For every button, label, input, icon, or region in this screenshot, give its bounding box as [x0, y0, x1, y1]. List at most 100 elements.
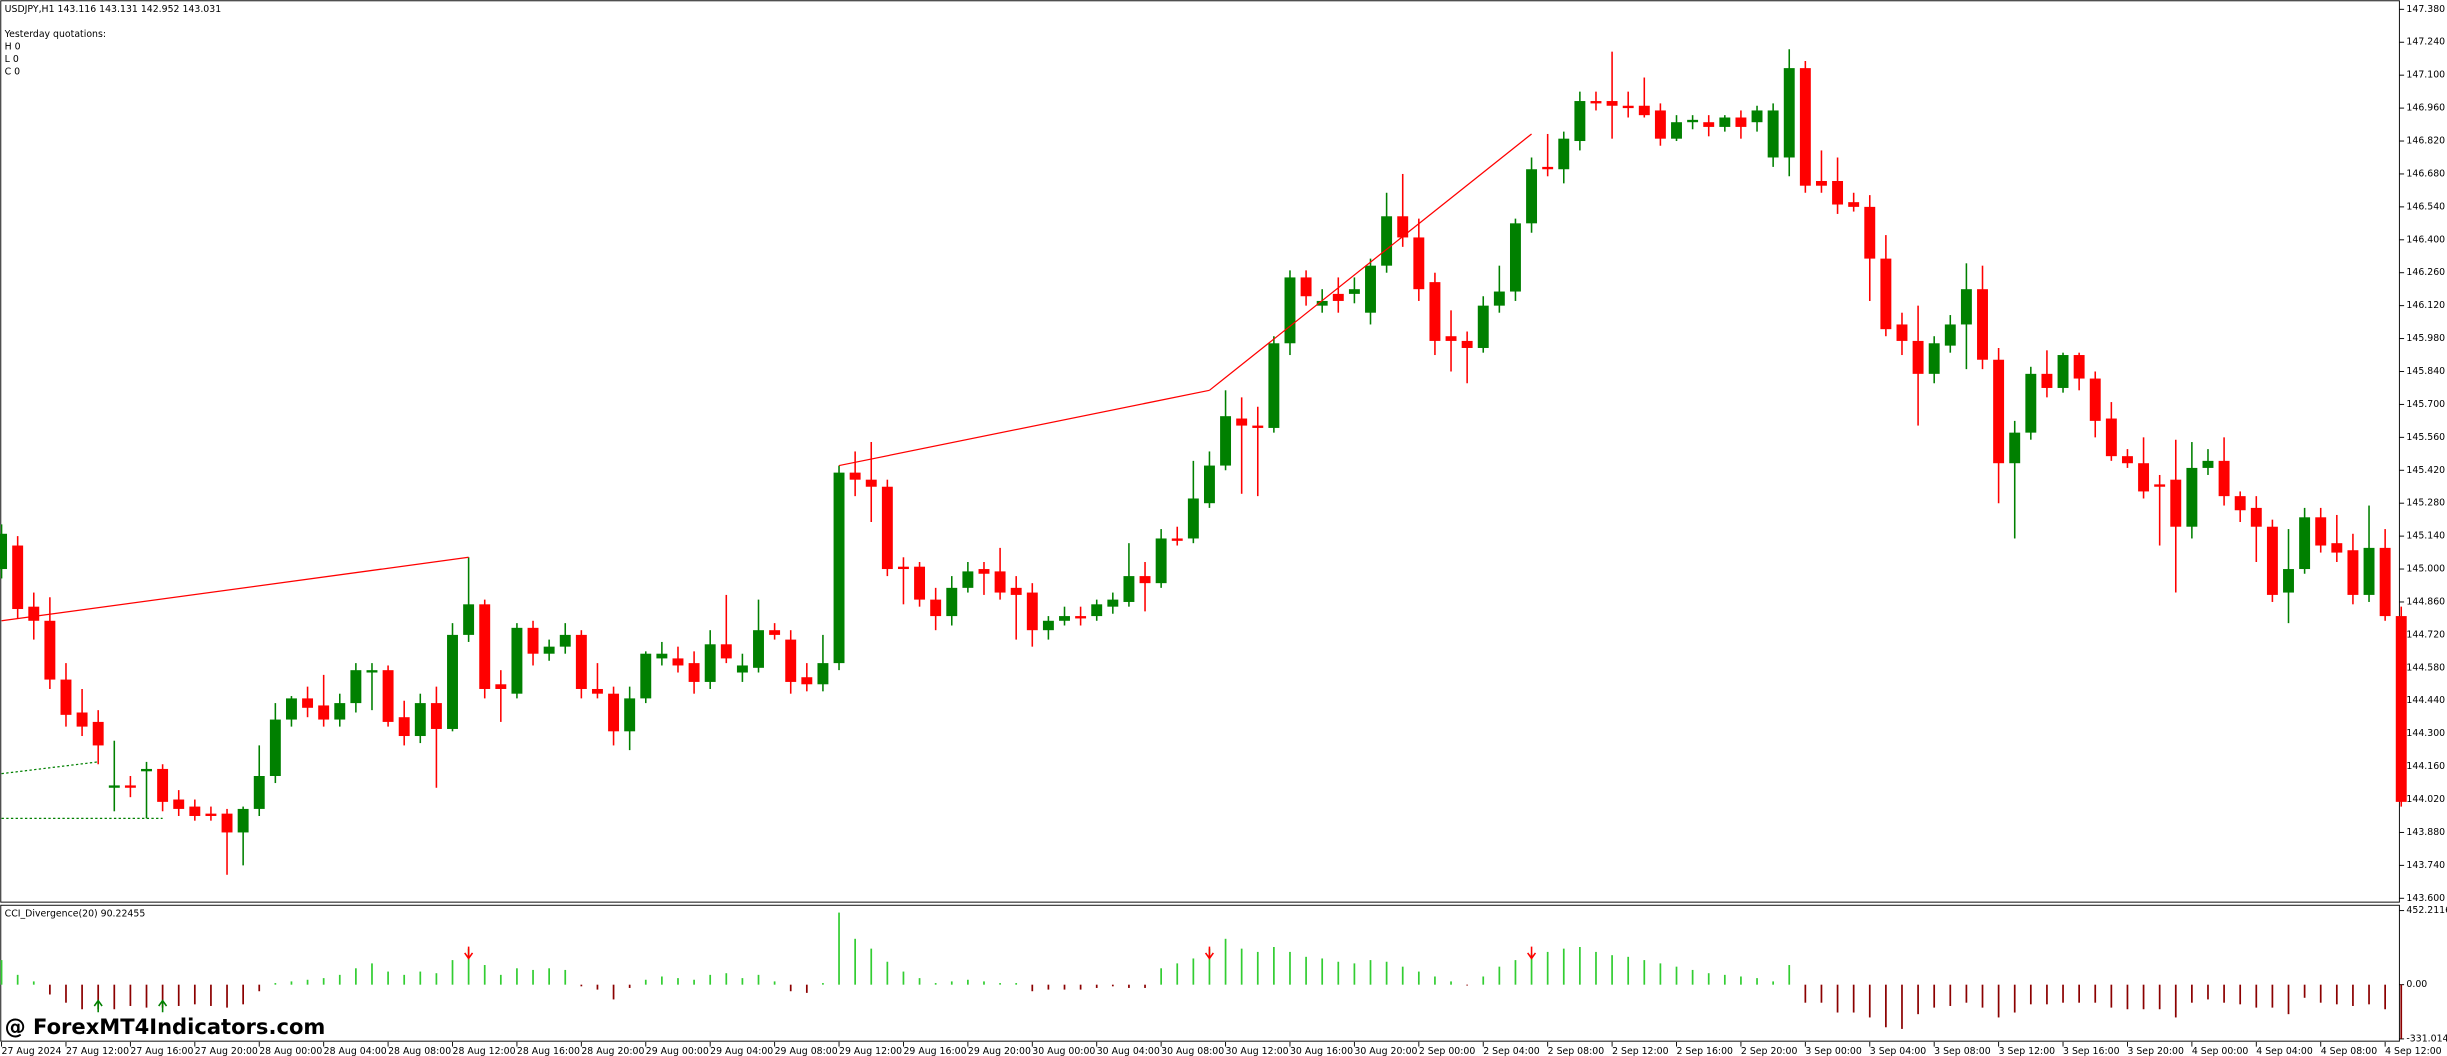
candle-body	[640, 653, 652, 699]
candle-body	[736, 665, 748, 673]
candle-body	[704, 644, 716, 682]
candle-body	[1059, 616, 1070, 621]
candle-body	[495, 684, 507, 689]
candle-body	[591, 688, 603, 694]
x-tick-label: 30 Aug 12:00	[1226, 1046, 1289, 1056]
candle-body	[430, 703, 442, 729]
x-tick-label: 3 Sep 20:00	[2127, 1046, 2184, 1056]
divergence-arrow	[1204, 946, 1214, 960]
x-tick-label: 28 Aug 16:00	[517, 1046, 580, 1056]
candle-body	[157, 768, 169, 802]
x-tick-label: 27 Aug 20:00	[195, 1046, 258, 1056]
trend-line	[1, 761, 99, 775]
x-tick-label: 4 Sep 08:00	[2321, 1046, 2378, 1056]
trend-line	[838, 389, 1210, 467]
y-tick-label: 145.420	[2406, 465, 2445, 476]
x-tick-label: 29 Aug 20:00	[968, 1046, 1031, 1056]
candle-body	[2170, 479, 2182, 527]
candle-body	[366, 670, 378, 673]
watermark: @ ForexMT4Indicators.com	[5, 1014, 326, 1039]
y-tick-label: 143.740	[2406, 860, 2445, 871]
candle-body	[1896, 324, 1908, 341]
x-tick-label: 4 Sep 04:00	[2256, 1046, 2313, 1056]
candle-body	[1203, 465, 1215, 504]
candle-body	[1365, 265, 1376, 313]
divergence-arrow	[158, 999, 168, 1013]
candle-body	[2057, 355, 2069, 388]
candle-body	[334, 703, 346, 720]
candle-body	[1010, 587, 1022, 595]
candle-body	[1300, 277, 1312, 297]
candle-body	[302, 698, 314, 708]
candle-body	[1187, 498, 1199, 539]
candle-body	[608, 693, 620, 732]
y-tick-label: 143.600	[2406, 893, 2445, 904]
main-panel	[0, 0, 2400, 903]
candle-body	[2347, 550, 2359, 595]
x-tick-label: 28 Aug 00:00	[259, 1046, 322, 1056]
candle-body	[2250, 507, 2262, 527]
candle-body	[2073, 355, 2085, 379]
candle-body	[1268, 343, 1280, 428]
x-tick-label: 30 Aug 20:00	[1354, 1046, 1417, 1056]
x-tick-label: 2 Sep 20:00	[1741, 1046, 1798, 1056]
candle-body	[1139, 576, 1151, 584]
candle-body	[1574, 101, 1586, 142]
candle-body	[559, 634, 571, 647]
candle-body	[1993, 359, 2005, 464]
symbol-info: USDJPY,H1 143.116 143.131 142.952 143.03…	[5, 4, 222, 15]
candle-body	[2266, 526, 2278, 595]
candle-body	[1654, 110, 1666, 139]
x-tick-label: 3 Sep 12:00	[1999, 1046, 2056, 1056]
x-tick-label: 2 Sep 12:00	[1612, 1046, 1669, 1056]
candle-body	[1719, 117, 1731, 127]
candle-body	[28, 606, 40, 621]
candle-body	[76, 712, 88, 727]
candle-body	[1767, 110, 1779, 158]
candle-body	[881, 486, 893, 570]
x-tick-label: 3 Sep 08:00	[1934, 1046, 1991, 1056]
y-tick-label: 146.260	[2406, 267, 2445, 278]
candle-body	[2234, 496, 2246, 511]
candle-body	[1042, 620, 1054, 631]
candle-body	[962, 571, 974, 588]
y-tick-label: 146.400	[2406, 234, 2445, 245]
x-tick-label: 30 Aug 08:00	[1161, 1046, 1224, 1056]
info-line: L 0	[5, 54, 19, 65]
candle-body	[382, 670, 394, 722]
candle-body	[350, 670, 362, 704]
candle-body	[656, 653, 668, 659]
candle-body	[511, 627, 523, 694]
candle-body	[60, 679, 72, 715]
candle-body	[994, 571, 1006, 593]
candle-body	[720, 644, 732, 659]
candle-body	[141, 768, 152, 772]
candle-body	[1526, 169, 1538, 224]
x-tick-label: 29 Aug 08:00	[775, 1046, 838, 1056]
x-tick-label: 28 Aug 04:00	[324, 1046, 387, 1056]
y-tick-label: 452.2116	[2406, 905, 2447, 916]
candle-body	[2121, 456, 2133, 464]
candle-body	[1381, 216, 1393, 266]
candle-body	[1735, 117, 1747, 127]
candle-body	[44, 620, 56, 680]
candle-body	[1107, 599, 1119, 607]
y-tick-label: 144.440	[2406, 695, 2445, 706]
y-tick-label: 146.820	[2406, 136, 2445, 147]
candle-body	[414, 703, 426, 737]
candle-body	[1348, 289, 1360, 294]
candle-body	[688, 663, 700, 682]
candle-body	[253, 775, 265, 809]
x-tick-label: 29 Aug 04:00	[710, 1046, 773, 1056]
candle-body	[1848, 202, 1860, 207]
candle-body	[2138, 463, 2150, 492]
y-tick-label: 145.840	[2406, 366, 2445, 377]
x-tick-label: 3 Sep 00:00	[1805, 1046, 1862, 1056]
x-tick-label: 30 Aug 16:00	[1290, 1046, 1353, 1056]
candle-body	[1284, 277, 1296, 344]
candle-body	[801, 677, 813, 685]
x-tick-label: 29 Aug 00:00	[646, 1046, 709, 1056]
candle-body	[2299, 517, 2311, 570]
